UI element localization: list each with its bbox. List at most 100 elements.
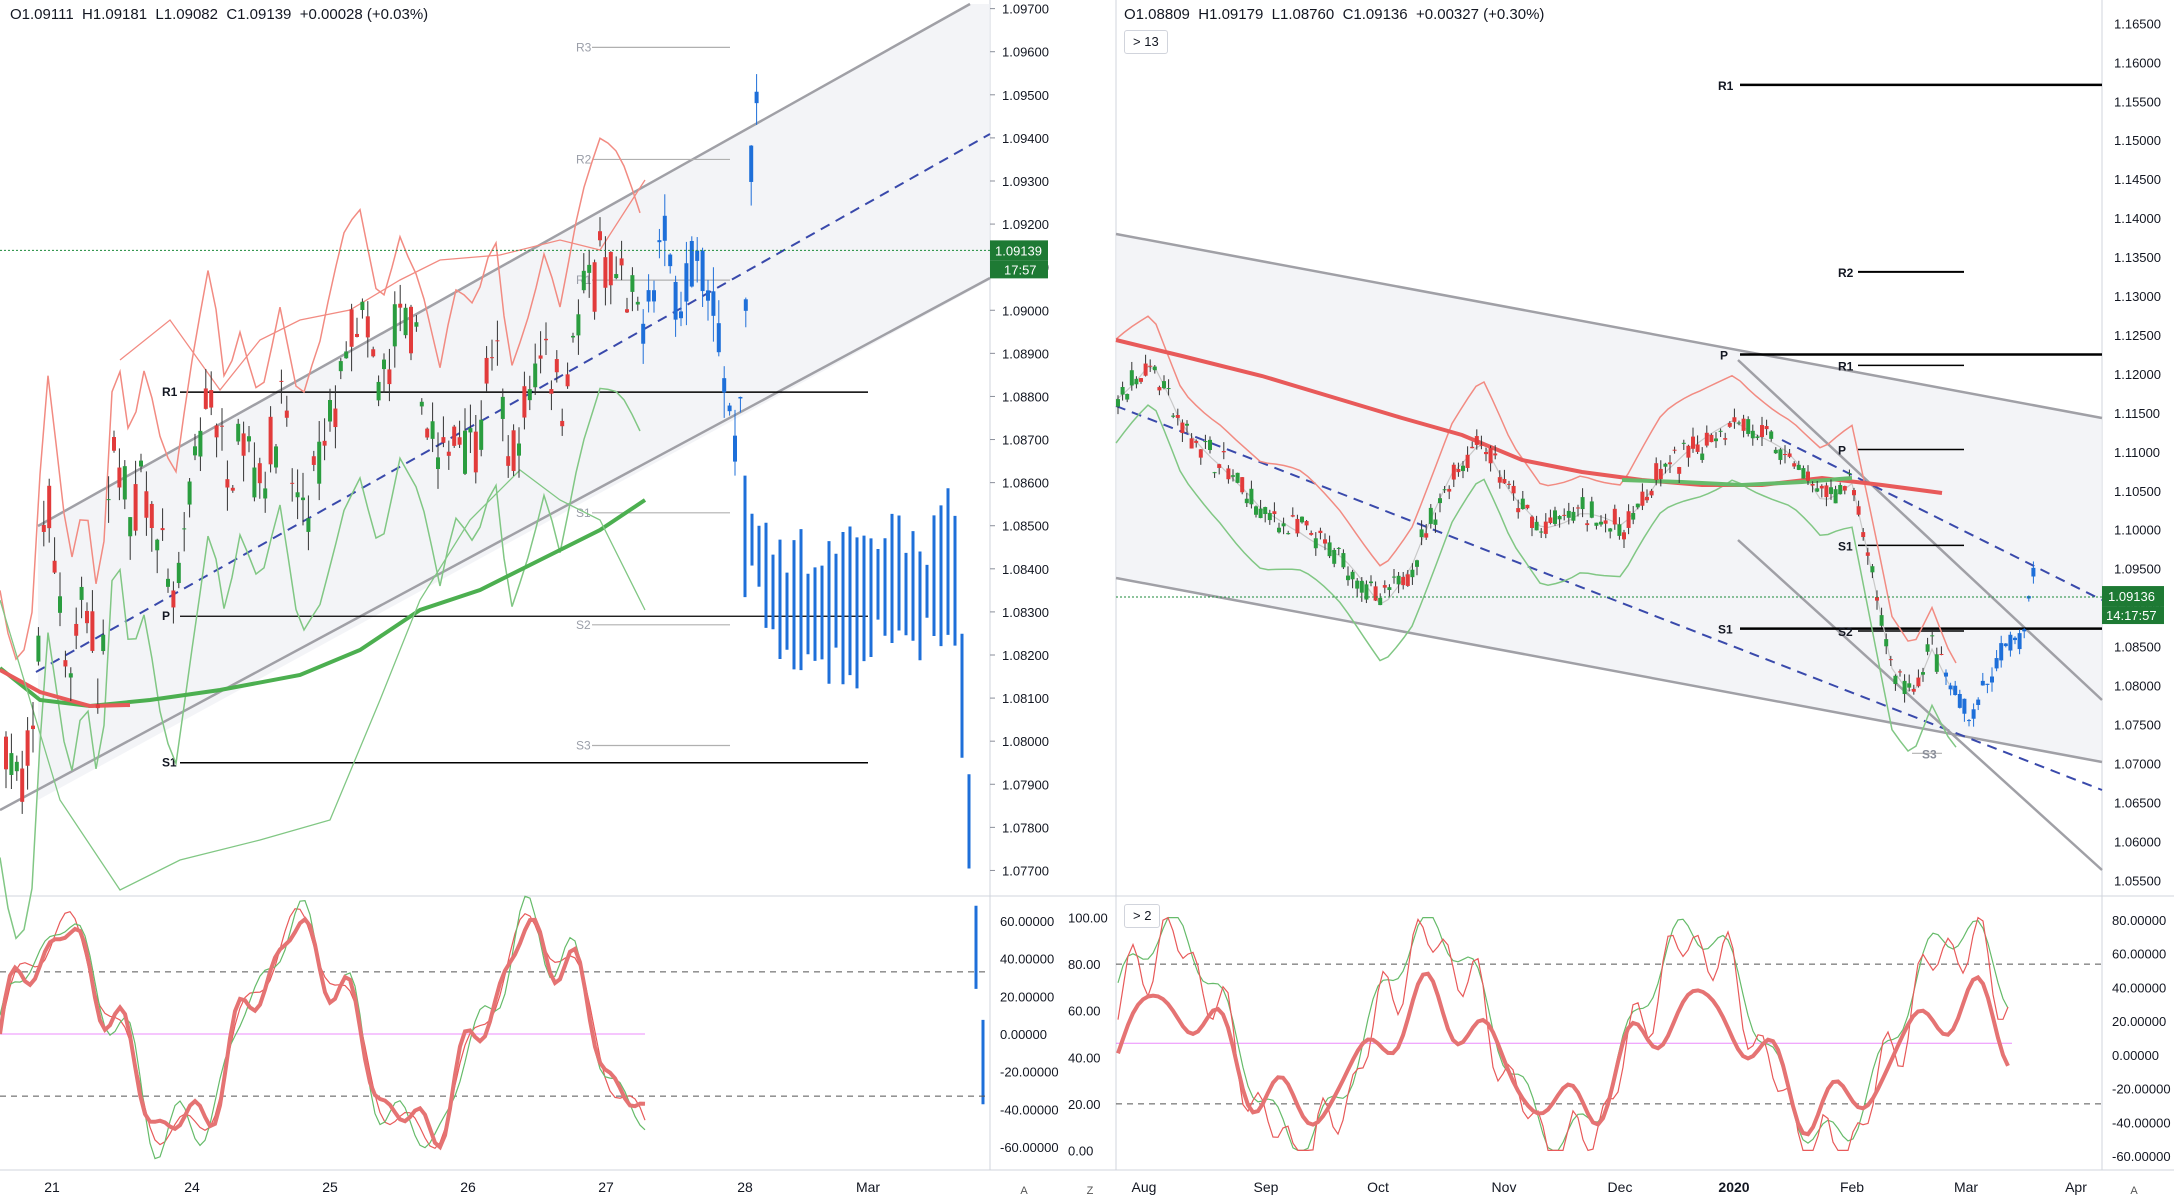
right-candle-body (1539, 531, 1544, 533)
left-candle-body (630, 275, 635, 292)
right-candle-body (1359, 580, 1364, 593)
right-y-tick-label: 1.06500 (2114, 795, 2161, 810)
right-x-tick-label: Dec (1608, 1179, 1633, 1195)
right-channel-mid (1115, 405, 2103, 791)
left-candle-body (641, 323, 646, 344)
left-candle-body (614, 274, 619, 279)
right-candle-body (1746, 419, 1751, 434)
left-candle-body (290, 482, 295, 484)
left-candle-body (122, 466, 127, 500)
left-candle-body (581, 270, 586, 291)
left-candle-body (263, 488, 268, 499)
right-candle-body (1911, 689, 1916, 692)
right-candle-body (1341, 553, 1346, 568)
right-candle-body (1290, 515, 1295, 517)
left-x-tick-label: 27 (598, 1179, 614, 1195)
right-candle-body (1530, 516, 1534, 528)
left-candle-body (344, 351, 349, 359)
right-candle-body (1700, 453, 1705, 460)
right-candle-body (2017, 633, 2022, 650)
left-candle-body (171, 590, 176, 608)
left-x-tick-label: 28 (737, 1179, 753, 1195)
right-y-tick-label: 1.06000 (2114, 834, 2161, 849)
right-candle-body (1212, 472, 1217, 474)
right-candle-body (1957, 694, 1962, 708)
left-candle-body (657, 240, 662, 243)
right-candle-body (1732, 417, 1737, 422)
left-candle-body (398, 303, 403, 308)
right-candle-body (1783, 454, 1787, 456)
left-candle-body (538, 355, 543, 359)
right-candle-body (1424, 533, 1429, 538)
left-chart-pane[interactable]: O1.09111 H1.09181 L1.09082 C1.09139 +0.0… (0, 0, 1062, 1200)
right-candle-body (1465, 454, 1470, 468)
left-candle-body (695, 250, 700, 261)
right-candle-body (1387, 587, 1392, 590)
right-candle-body (1382, 585, 1387, 588)
left-candle-body (355, 333, 359, 337)
right-candle-body (1603, 520, 1608, 524)
right-candle-body (1378, 597, 1383, 606)
left-pivot-r2-label: R2 (576, 152, 592, 166)
left-y-tick-label: 1.09400 (1002, 131, 1049, 146)
right-pivot-s3-label: S3 (1922, 747, 1937, 761)
right-osc-toggle[interactable]: > 2 (1124, 904, 1161, 928)
right-candle-body (1985, 683, 1990, 685)
right-candle-body (1525, 504, 1530, 509)
right-pivot-p2-label: P (1838, 444, 1846, 458)
left-candle-body (79, 586, 84, 600)
left-candle-body (468, 428, 473, 433)
right-candle-body (1171, 415, 1176, 417)
left-last-price-badge (990, 240, 1048, 261)
right-pivot-s2-label: S2 (1838, 625, 1853, 639)
left-pivot-s2-label: S2 (576, 618, 591, 632)
right-candle-body (1925, 644, 1930, 652)
right-y-tick-label: 1.15500 (2114, 94, 2161, 109)
right-candle-body (1773, 449, 1778, 454)
right-candle-body (1755, 436, 1760, 438)
right-candle-body (1488, 448, 1493, 464)
right-chart-svg[interactable]: 1.16500 1.16000 1.15500 1.15000 1.14500 1.140… (1062, 0, 2174, 1200)
left-candle-body (101, 634, 106, 652)
right-y-tick-label: 1.10000 (2114, 523, 2161, 538)
right-candle-body (1589, 501, 1594, 518)
right-candle-body (1833, 489, 1838, 504)
right-x-tick-label: Oct (1367, 1179, 1389, 1195)
right-candle-body (1576, 507, 1580, 509)
right-pivot-r2-label: R2 (1838, 266, 1854, 280)
right-candle-body (1295, 518, 1300, 534)
left-ohlc-legend: O1.09111 H1.09181 L1.09082 C1.09139 +0.0… (10, 6, 428, 23)
left-candle-body (733, 435, 737, 462)
left-candle-body (463, 430, 467, 474)
left-y-tick-label: 1.09500 (1002, 88, 1049, 103)
right-candle-body (1801, 468, 1806, 479)
right-candle-body (1470, 446, 1475, 449)
left-candle-body (684, 263, 689, 302)
right-candle-body (1189, 438, 1194, 449)
right-y-tick-label: 1.15000 (2114, 133, 2161, 148)
right-candle-body (1599, 521, 1603, 525)
right-y-tick-label: 1.16000 (2114, 55, 2161, 70)
right-candle-body (1714, 438, 1718, 442)
right-candle-body (1971, 709, 1976, 719)
left-channel-mid (35, 133, 991, 673)
right-candle-body (1764, 426, 1769, 430)
left-candle-body (52, 560, 57, 573)
left-candle-body (247, 436, 251, 442)
right-candle-body (1617, 524, 1622, 536)
right-indicator-toggle[interactable]: > 13 (1124, 30, 1168, 54)
right-candle-body (1120, 387, 1125, 395)
left-y-tick-label: 1.07800 (1002, 820, 1049, 835)
right-candle-body (1884, 639, 1889, 647)
left-open: O1.09111 (10, 6, 74, 23)
left-chart-svg[interactable]: 1.09700 1.09600 1.09500 1.09400 1.09300 1.092… (0, 0, 1062, 1200)
left-candle-body (619, 258, 624, 266)
right-candle-body (1893, 675, 1898, 684)
right-x-tick-label: Aug (1132, 1179, 1157, 1195)
right-chart-pane[interactable]: 1.16500 1.16000 1.15500 1.15000 1.14500 1.140… (1062, 0, 2174, 1200)
right-candle-body (1162, 381, 1166, 389)
right-x-tick-label: Apr (2065, 1179, 2087, 1195)
right-candle-body (1750, 430, 1755, 439)
right-pivot-s1b-label: S1 (1838, 539, 1853, 553)
left-candle-body (565, 374, 570, 387)
